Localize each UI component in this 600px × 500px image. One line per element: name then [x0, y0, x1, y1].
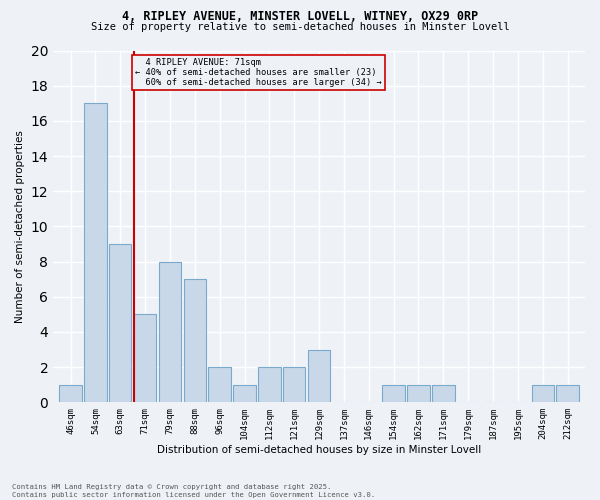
Bar	[407, 384, 430, 402]
Bar	[159, 262, 181, 402]
Bar	[184, 279, 206, 402]
Text: 4 RIPLEY AVENUE: 71sqm
← 40% of semi-detached houses are smaller (23)
  60% of s: 4 RIPLEY AVENUE: 71sqm ← 40% of semi-det…	[135, 58, 382, 88]
Bar	[432, 384, 455, 402]
Bar	[258, 367, 281, 402]
Text: 4, RIPLEY AVENUE, MINSTER LOVELL, WITNEY, OX29 0RP: 4, RIPLEY AVENUE, MINSTER LOVELL, WITNEY…	[122, 10, 478, 23]
Bar	[556, 384, 579, 402]
Bar	[59, 384, 82, 402]
Bar	[134, 314, 157, 402]
Y-axis label: Number of semi-detached properties: Number of semi-detached properties	[15, 130, 25, 323]
Bar	[233, 384, 256, 402]
Bar	[283, 367, 305, 402]
Bar	[109, 244, 131, 402]
Text: Contains HM Land Registry data © Crown copyright and database right 2025.
Contai: Contains HM Land Registry data © Crown c…	[12, 484, 375, 498]
Bar	[382, 384, 405, 402]
Bar	[84, 104, 107, 403]
Bar	[308, 350, 330, 403]
X-axis label: Distribution of semi-detached houses by size in Minster Lovell: Distribution of semi-detached houses by …	[157, 445, 481, 455]
Bar	[208, 367, 231, 402]
Bar	[532, 384, 554, 402]
Text: Size of property relative to semi-detached houses in Minster Lovell: Size of property relative to semi-detach…	[91, 22, 509, 32]
